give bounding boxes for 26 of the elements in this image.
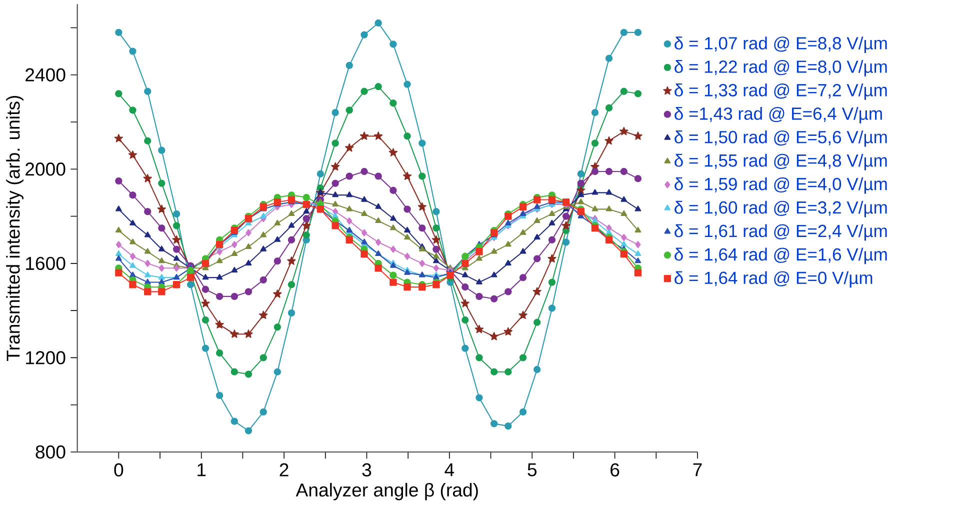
y-tick-label: 2000 — [26, 162, 66, 176]
legend-label: δ = 1,61 rad @ E=2,4 V/µm — [674, 224, 887, 241]
x-tick-label: 7 — [693, 463, 702, 476]
legend-label: δ = 1,50 rad @ E=5,6 V/µm — [674, 130, 887, 147]
legend-label: δ =1,43 rad @ E=6,4 V/µm — [674, 106, 882, 124]
x-tick-label: 2 — [280, 463, 288, 476]
legend-label: δ = 1,59 rad @ E=4,0 V/µm — [674, 177, 887, 194]
x-tick-label: 4 — [444, 463, 454, 476]
x-tick-label: 3 — [362, 463, 372, 476]
legend-label: δ = 1,55 rad @ E=4,8 V/µm — [674, 154, 887, 170]
y-axis-title: Transmitted intensity (arb. units) — [6, 96, 24, 361]
legend-label: δ = 1,33 rad @ E=7,2 V/µm — [674, 84, 887, 100]
y-tick-label: 2400 — [26, 68, 66, 82]
legend-label: δ = 1,07 rad @ E=8,8 V/µm — [674, 36, 887, 53]
y-tick-label: 800 — [36, 445, 66, 459]
x-tick-label: 0 — [114, 463, 124, 476]
legend-label: δ = 1,60 rad @ E=3,2 V/µm — [674, 200, 887, 218]
x-tick-label: 5 — [528, 463, 537, 476]
legend-label: δ = 1,64 rad @ E=1,6 V/µm — [674, 248, 887, 264]
legend-label: δ = 1,64 rad @ E=0 V/µm — [674, 271, 872, 288]
x-tick-label: 6 — [610, 463, 620, 476]
x-tick-label: 1 — [198, 463, 206, 476]
y-tick-label: 1600 — [26, 256, 66, 270]
y-tick-label: 1200 — [26, 351, 66, 364]
legend-label: δ = 1,22 rad @ E=8,0 V/µm — [674, 60, 887, 76]
x-axis-title: Analyzer angle β (rad) — [296, 482, 478, 500]
